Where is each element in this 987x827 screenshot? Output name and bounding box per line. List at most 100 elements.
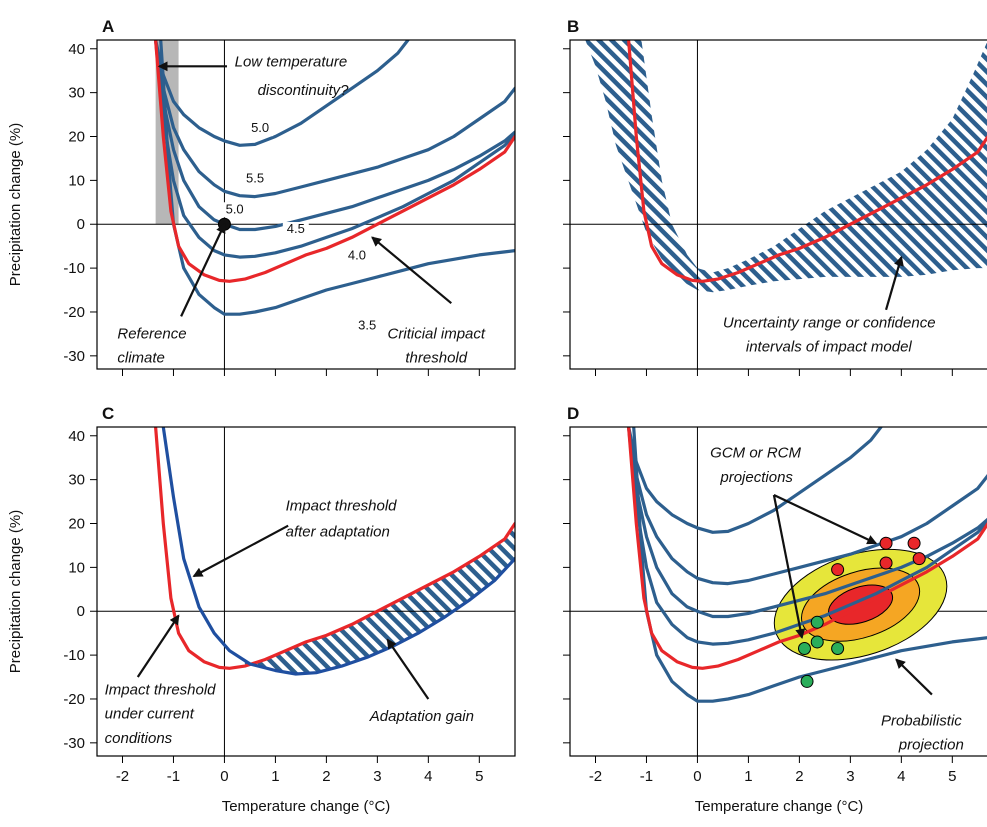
contour-label-bg-3	[282, 222, 309, 238]
contour-label-0: 5.0	[251, 120, 269, 135]
y-tick-label-c-4: 10	[68, 559, 85, 576]
annotation-text-c-5: Adaptation gain	[369, 708, 474, 725]
annotation-arrow-d-0	[773, 493, 878, 545]
x-tick-label-d-3: 1	[744, 768, 752, 785]
annotation-text-a-5: threshold	[405, 349, 467, 366]
annotation-arrow-d-2	[895, 658, 933, 696]
annotation-text-d-0: GCM or RCM	[710, 445, 801, 462]
adaptation-gain-region	[244, 523, 515, 674]
annotation-arrow-c-0	[192, 524, 289, 578]
contour-label-3: 4.5	[287, 221, 305, 236]
plot-frame-c	[96, 426, 516, 757]
y-tick-label-c-6: 30	[68, 472, 85, 489]
y-tick-label-c-1: -20	[63, 691, 85, 708]
panel-a-plot-area: -30 -20 -10 0 10 20 30 40 Precipitation change (…	[7, 39, 516, 376]
x-tick-label-c-0: -2	[116, 768, 129, 785]
annotation-text-b-0: Uncertainty range or confidence	[723, 314, 936, 331]
annotation-arrow-c-2	[386, 638, 430, 700]
panel-letter-b: B	[567, 17, 579, 36]
x-tick-label-d-2: 0	[693, 768, 701, 785]
x-tick-label-c-3: 1	[271, 768, 279, 785]
data-point-d-5	[810, 615, 824, 629]
x-tick-label-d-0: -2	[589, 768, 602, 785]
x-tick-label-c-7: 5	[475, 768, 483, 785]
annotation-arrow-b-0	[884, 255, 904, 311]
annotation-text-b-1: intervals of impact model	[746, 338, 913, 355]
contour-curve-a-1	[154, 40, 515, 199]
annotation-text-c-3: under current	[105, 706, 195, 723]
contour-curve-a-3	[154, 40, 515, 259]
data-point-d-2	[879, 556, 893, 570]
data-point-d-3	[907, 536, 921, 550]
annotation-text-c-1: after adaptation	[286, 524, 390, 541]
data-point-d-9	[800, 674, 814, 688]
x-tick-label-d-7: 5	[948, 768, 956, 785]
y-tick-label-a-5: 20	[68, 129, 85, 146]
annotation-text-a-2: Reference	[117, 325, 186, 342]
threshold-curve-c-0	[154, 427, 515, 670]
y-axis-title-a: Precipitation change (%)	[7, 123, 24, 286]
y-tick-label-a-7: 40	[68, 41, 85, 58]
x-tick-label-c-4: 2	[322, 768, 330, 785]
threshold-curve-b-0	[627, 40, 987, 283]
plot-inner-c	[97, 427, 515, 756]
y-tick-label-c-2: -10	[63, 647, 85, 664]
x-tick-label-c-2: 0	[220, 768, 228, 785]
plot-inner-d	[570, 427, 987, 756]
contour-curve-d-0	[627, 427, 883, 534]
annotation-text-a-3: climate	[117, 349, 165, 366]
y-tick-label-a-3: 0	[77, 216, 85, 233]
contour-label-bg-4	[343, 248, 370, 264]
panel-b-plot-area: Uncertainty range or confidence intervals…	[563, 39, 987, 376]
contour-label-1: 5.5	[246, 171, 264, 186]
annotation-text-c-0: Impact threshold	[286, 497, 398, 514]
data-point-d-8	[831, 642, 845, 656]
annotation-text-a-4: Criticial impact	[388, 325, 486, 342]
x-tick-label-d-1: -1	[640, 768, 653, 785]
adapted-curve-c-1	[161, 427, 515, 676]
panel-a: A -30 -20 -10 0 10 20 30 40 Precipitation change…	[7, 17, 516, 376]
panel-d: D -2 -1 0 1 2 3 4 5 Temperature change (°C) GCM o…	[563, 404, 987, 815]
contour-label-4: 4.0	[348, 247, 366, 262]
annotation-text-c-2: Impact threshold	[105, 682, 217, 699]
y-tick-label-c-7: 40	[68, 428, 85, 445]
annotation-arrow-a-2	[371, 236, 452, 305]
contour-label-bg-2	[221, 202, 248, 218]
threshold-curve-d-5	[627, 427, 987, 670]
annotation-text-d-3: projection	[898, 736, 964, 753]
contour-curve-a-0	[154, 40, 410, 147]
annotation-arrow-c-1	[136, 614, 180, 678]
threshold-curve-a-5	[154, 40, 515, 283]
data-point-d-6	[797, 642, 811, 656]
contour-label-5: 3.5	[358, 318, 376, 333]
contour-label-bg-0	[247, 121, 274, 137]
panel-c: C -2 -1 0 1 2 3 4 5-30-20-10010203040Precipitat…	[7, 404, 516, 815]
data-point-d-0	[831, 563, 845, 577]
panel-letter-a: A	[102, 17, 114, 36]
annotation-text-a-0: Low temperature	[235, 53, 348, 70]
y-tick-label-a-0: -30	[63, 348, 85, 365]
panel-c-plot-area: -2 -1 0 1 2 3 4 5-30-20-10010203040Precipitatio…	[7, 426, 516, 815]
annotation-text-d-2: Probabilistic	[881, 712, 962, 729]
annotation-arrow-a-1	[180, 222, 226, 317]
x-tick-label-c-5: 3	[373, 768, 381, 785]
x-axis-title-c: Temperature change (°C)	[222, 798, 391, 815]
panel-d-plot-area: -2 -1 0 1 2 3 4 5 Temperature change (°C) GCM or …	[563, 426, 987, 815]
y-tick-label-a-2: -10	[63, 260, 85, 277]
x-tick-label-c-6: 4	[424, 768, 432, 785]
contour-curve-d-1	[627, 427, 987, 586]
panel-letter-d: D	[567, 404, 579, 423]
contour-curve-d-3	[627, 427, 987, 646]
annotation-text-c-4: conditions	[105, 730, 173, 747]
y-tick-label-c-5: 20	[68, 516, 85, 533]
annotation-text-a-1: discontinuity?	[258, 82, 350, 99]
panel-letter-c: C	[102, 404, 114, 423]
contour-label-2: 5.0	[226, 201, 244, 216]
uncertainty-band	[585, 40, 987, 293]
plot-frame-a	[96, 39, 516, 370]
contour-label-bg-1	[242, 171, 269, 187]
y-tick-label-c-3: 0	[77, 603, 85, 620]
contour-label-bg-5	[354, 318, 381, 334]
x-axis-title-d: Temperature change (°C)	[695, 798, 864, 815]
y-tick-label-a-4: 10	[68, 172, 85, 189]
